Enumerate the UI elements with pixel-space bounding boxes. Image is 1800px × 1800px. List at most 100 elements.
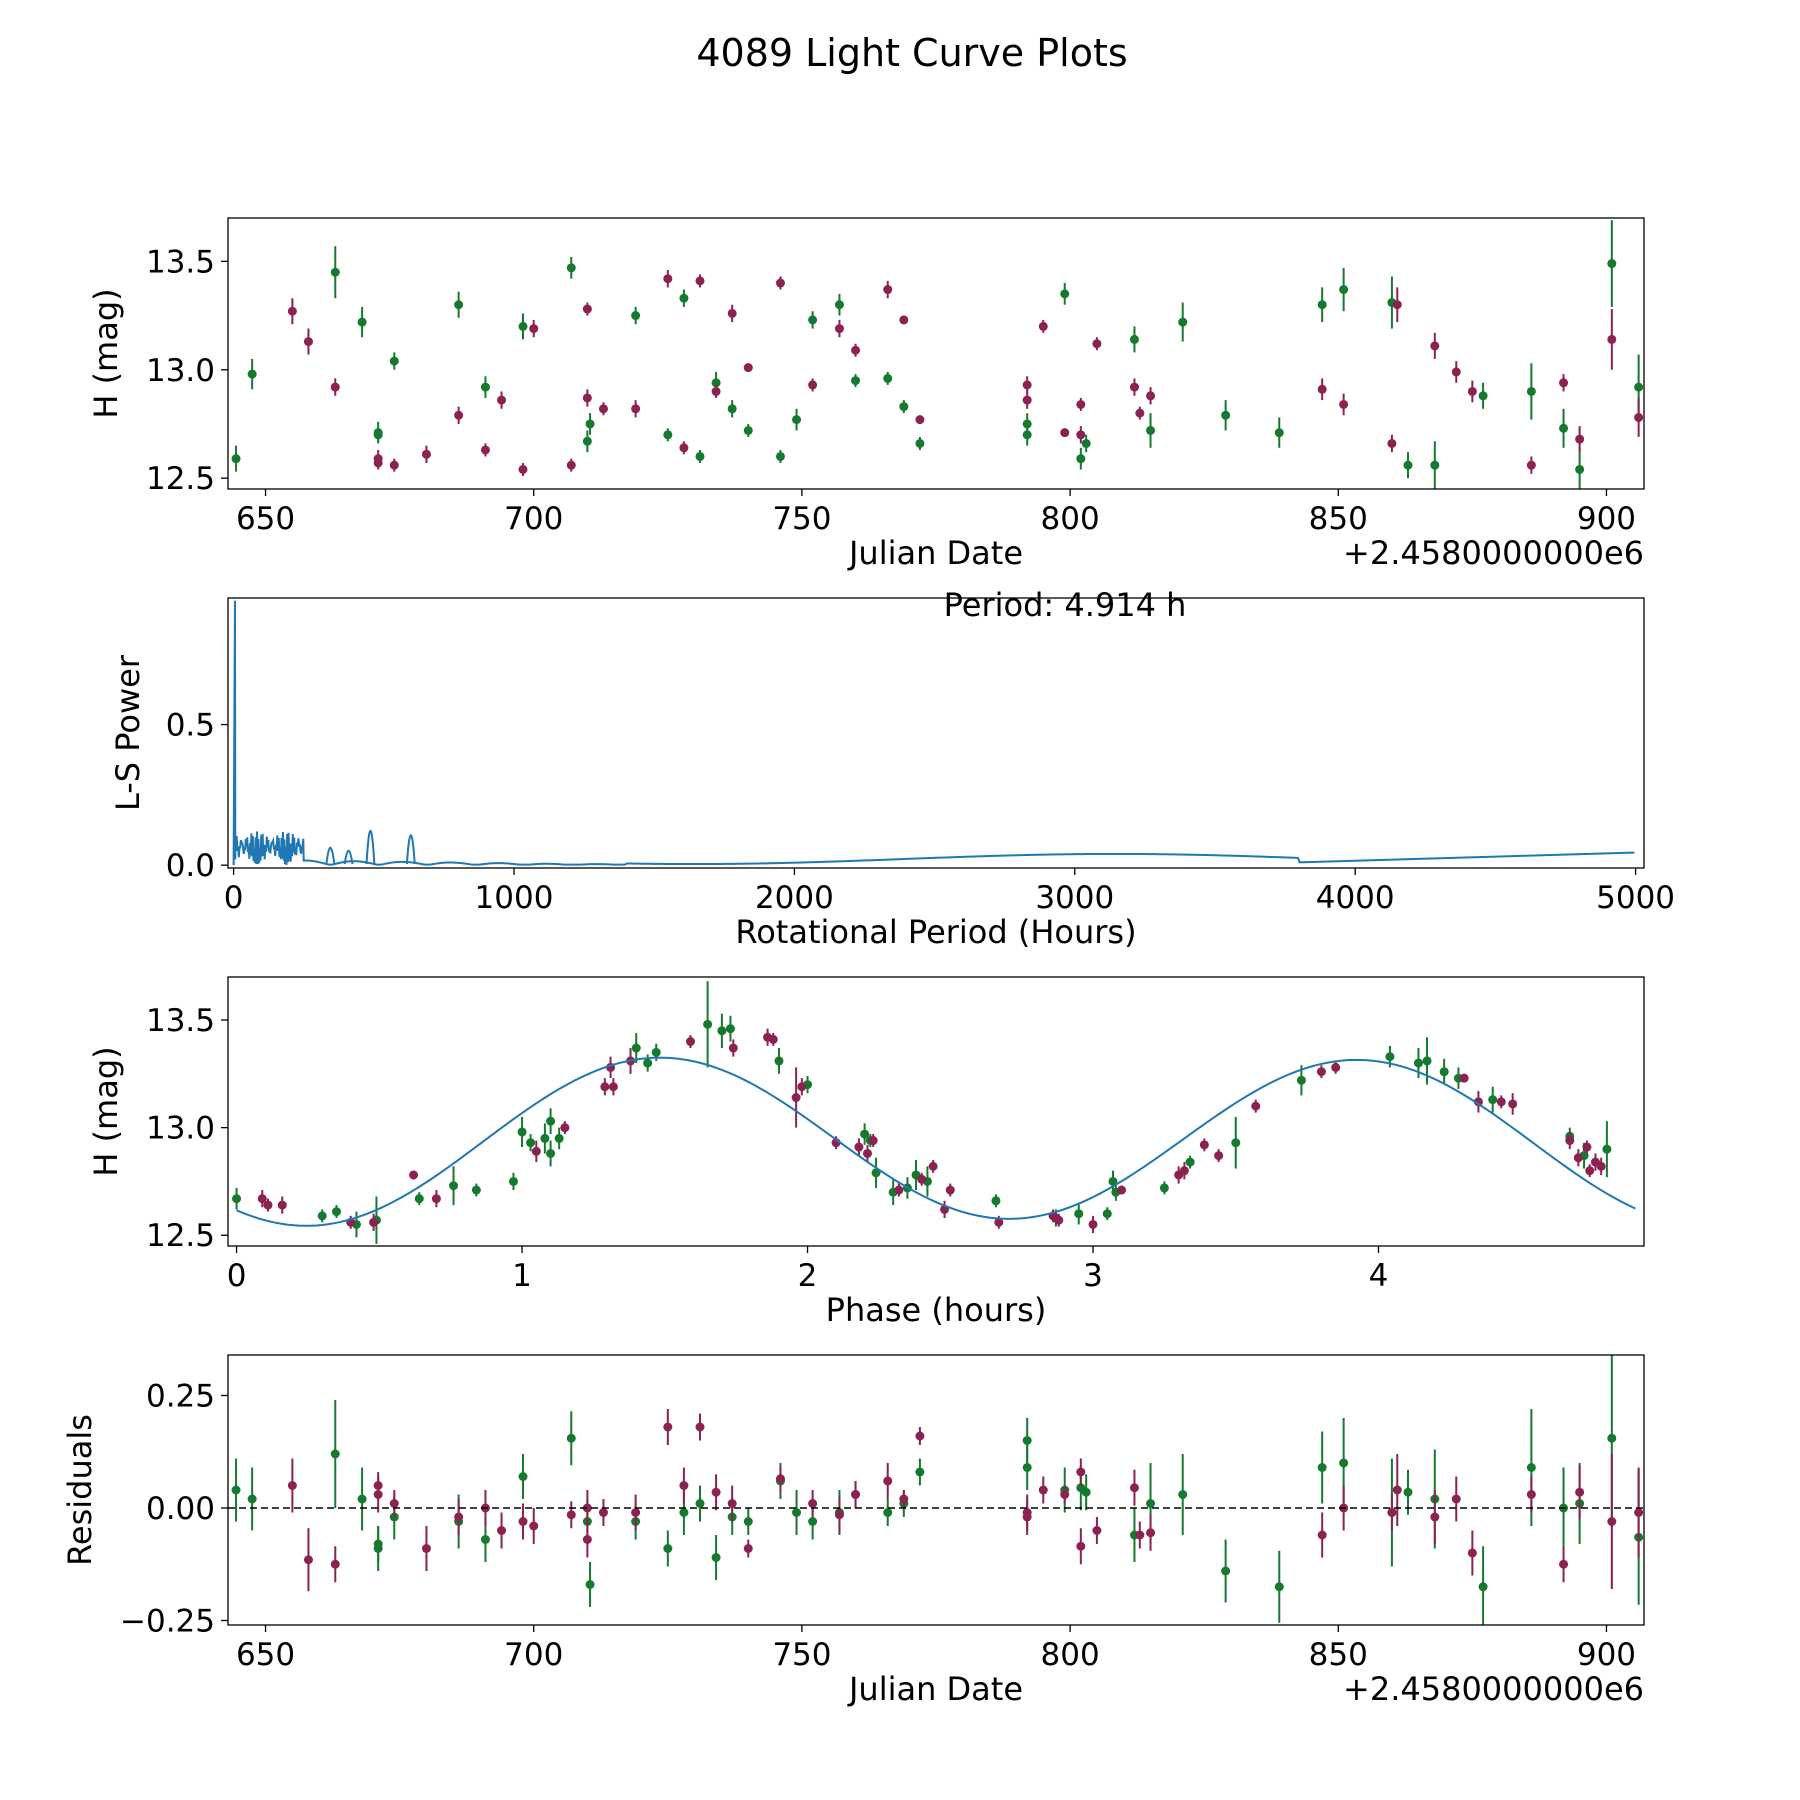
lightcurve-point bbox=[1022, 419, 1032, 429]
residuals-point bbox=[566, 1433, 576, 1443]
residuals-point bbox=[1387, 1508, 1397, 1517]
residuals-point bbox=[1135, 1530, 1145, 1540]
phased-point bbox=[1602, 1144, 1612, 1154]
residuals-point bbox=[711, 1553, 721, 1562]
panel-periodogram: 0 1000 2000 3000 4000 5000 0.0 0.5 Rotational Pe… bbox=[109, 586, 1675, 951]
lightcurve-point bbox=[1559, 423, 1569, 433]
residuals-point bbox=[727, 1499, 737, 1508]
lightcurve-point bbox=[585, 419, 595, 429]
lightcurve-point bbox=[743, 363, 753, 373]
residuals-point bbox=[1526, 1490, 1536, 1499]
lightcurve-point bbox=[330, 382, 340, 392]
phased-point bbox=[631, 1043, 641, 1053]
phased-point bbox=[1331, 1062, 1341, 1072]
residuals-point bbox=[287, 1481, 297, 1490]
periodogram-xtick-label: 4000 bbox=[1316, 880, 1395, 916]
residuals-xtick-label: 650 bbox=[236, 1637, 295, 1673]
lightcurve-point bbox=[582, 436, 592, 446]
periodogram-xtick-label: 3000 bbox=[1035, 880, 1114, 916]
residuals-point bbox=[480, 1535, 490, 1544]
residuals-point bbox=[883, 1476, 893, 1486]
periodogram-plot-area bbox=[232, 600, 1635, 866]
lightcurve-point bbox=[792, 415, 802, 425]
residuals-point bbox=[1146, 1528, 1156, 1538]
residuals-point bbox=[1339, 1458, 1349, 1468]
residuals-point bbox=[1607, 1433, 1617, 1443]
phased-point bbox=[409, 1170, 419, 1180]
lightcurve-point bbox=[582, 304, 592, 314]
lightcurve-xtick-label: 850 bbox=[1309, 501, 1368, 537]
phased-point bbox=[1074, 1209, 1084, 1219]
lightcurve-point bbox=[357, 317, 367, 327]
residuals-point bbox=[1526, 1463, 1536, 1472]
lightcurve-point bbox=[1076, 454, 1086, 464]
periodogram-peak bbox=[405, 834, 416, 865]
phased-point bbox=[945, 1185, 955, 1195]
phased-point bbox=[1508, 1099, 1518, 1109]
phased-point bbox=[1385, 1052, 1395, 1062]
residuals-point bbox=[679, 1481, 689, 1490]
lightcurve-ytick-label: 13.0 bbox=[146, 353, 215, 389]
lightcurve-point bbox=[1634, 412, 1644, 422]
residuals-point bbox=[1451, 1494, 1461, 1504]
residuals-point bbox=[454, 1512, 464, 1522]
phased-point bbox=[1159, 1183, 1169, 1193]
periodogram-peak bbox=[325, 846, 336, 865]
residuals-point bbox=[1092, 1526, 1102, 1535]
phased-point bbox=[797, 1082, 807, 1092]
residuals-point bbox=[1038, 1485, 1048, 1495]
lightcurve-point bbox=[598, 404, 608, 414]
phased-point bbox=[560, 1123, 570, 1133]
phased-point bbox=[277, 1200, 287, 1210]
lightcurve-point bbox=[1403, 460, 1413, 470]
phased-point bbox=[546, 1116, 556, 1126]
lightcurve-point bbox=[330, 267, 340, 277]
phased-point bbox=[1488, 1095, 1498, 1105]
lightcurve-point bbox=[1634, 382, 1644, 392]
phased-point bbox=[703, 1019, 713, 1029]
residuals-ylabel: Residuals bbox=[61, 1414, 99, 1566]
phased-point bbox=[531, 1146, 541, 1156]
lightcurve-xtick-label: 750 bbox=[772, 501, 831, 537]
residuals-point bbox=[883, 1508, 893, 1517]
phased-point bbox=[860, 1129, 870, 1139]
residuals-point bbox=[1478, 1582, 1488, 1592]
lightcurve-point bbox=[1575, 434, 1585, 444]
residuals-point bbox=[808, 1499, 818, 1508]
phased-point bbox=[449, 1181, 459, 1191]
phased-xlabel: Phase (hours) bbox=[826, 1291, 1047, 1329]
phased-point bbox=[1573, 1153, 1583, 1163]
lightcurve-point bbox=[1339, 285, 1349, 295]
lightcurve-point bbox=[1092, 339, 1102, 349]
periodogram-peak bbox=[343, 849, 354, 865]
phased-point bbox=[1585, 1166, 1595, 1176]
residuals-point bbox=[1178, 1490, 1188, 1499]
residuals-point bbox=[598, 1508, 608, 1517]
phased-point bbox=[1088, 1219, 1098, 1229]
lightcurve-point bbox=[1387, 438, 1397, 448]
periodogram-ylabel: L-S Power bbox=[109, 654, 147, 811]
lightcurve-xtick-label: 650 bbox=[236, 501, 295, 537]
residuals-point bbox=[566, 1510, 576, 1520]
period-annotation: Period: 4.914 h bbox=[944, 586, 1187, 624]
phased-xtick-label: 1 bbox=[512, 1258, 532, 1294]
residuals-point bbox=[915, 1431, 925, 1441]
lightcurve-point bbox=[1575, 464, 1585, 474]
periodogram-xtick-label: 2000 bbox=[755, 880, 834, 916]
phased-plot-area bbox=[232, 981, 1636, 1244]
phased-point bbox=[991, 1196, 1001, 1206]
phased-point bbox=[414, 1194, 424, 1204]
phased-point bbox=[508, 1176, 518, 1186]
lightcurve-point bbox=[1038, 321, 1048, 331]
lightcurve-point bbox=[631, 311, 641, 321]
phased-point bbox=[1251, 1101, 1261, 1111]
phased-xtick-label: 3 bbox=[1083, 1258, 1103, 1294]
lightcurve-point bbox=[497, 395, 507, 405]
lightcurve-point bbox=[566, 460, 576, 470]
residuals-point bbox=[663, 1544, 673, 1553]
residuals-point bbox=[711, 1487, 721, 1497]
lightcurve-point bbox=[1060, 289, 1070, 299]
lightcurve-point bbox=[915, 415, 925, 425]
lightcurve-point bbox=[373, 454, 383, 464]
